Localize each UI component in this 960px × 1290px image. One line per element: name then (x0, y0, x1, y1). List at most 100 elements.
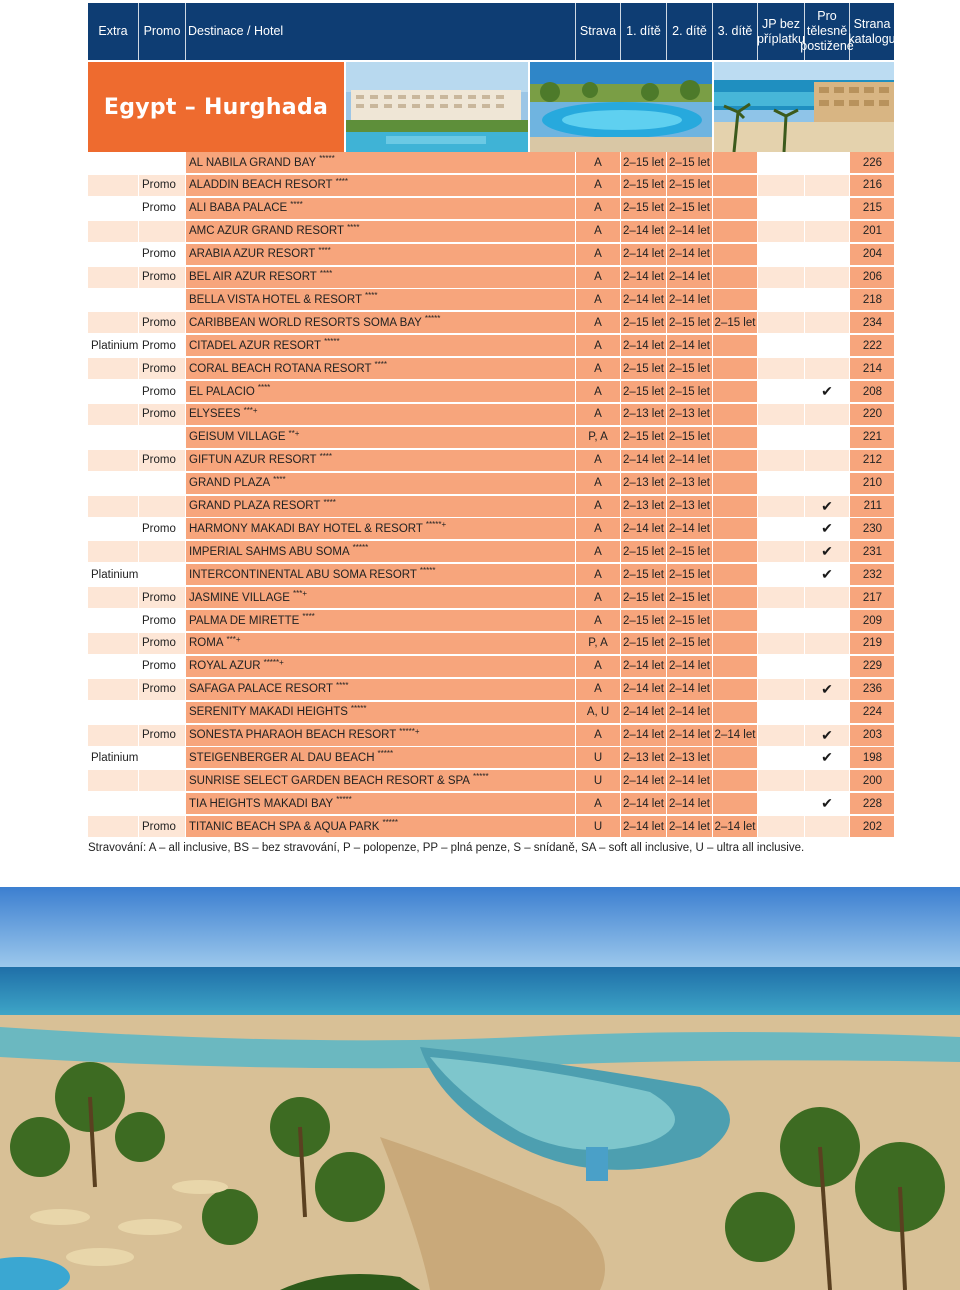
cell-meal: A (576, 724, 620, 746)
cell-jp (758, 403, 804, 425)
cell-extra (88, 197, 138, 219)
cell-extra (88, 243, 138, 265)
cell-meal: U (576, 770, 620, 792)
cell-pro: ✔ (805, 678, 849, 700)
hotel-stars: **** (335, 176, 349, 186)
cell-extra (88, 678, 138, 700)
cell-promo (139, 495, 185, 517)
cell-meal: A (576, 655, 620, 677)
cell-child2: 2–13 let (667, 403, 712, 425)
cell-child2: 2–14 let (667, 518, 712, 540)
hotel-stars: **+ (288, 428, 300, 438)
table-row: GEISUM VILLAGE **+ P, A 2–15 let 2–15 let 221 (88, 426, 894, 448)
cell-child3 (713, 701, 757, 723)
cell-child1: 2–13 let (621, 472, 666, 494)
cell-hotel-name: SONESTA PHARAOH BEACH RESORT *****+ (186, 724, 575, 746)
cell-promo: Promo (139, 312, 185, 334)
cell-extra: Platinium (88, 335, 138, 357)
hotel-stars: *****+ (263, 657, 284, 667)
cell-promo (139, 152, 185, 173)
hotel-name: EL PALACIO (189, 385, 255, 398)
cell-promo: Promo (139, 243, 185, 265)
cell-page: 201 (850, 220, 894, 242)
cell-page: 215 (850, 197, 894, 219)
cell-child1: 2–13 let (621, 747, 666, 769)
cell-jp (758, 724, 804, 746)
hotel-stars: ***** (336, 795, 352, 805)
cell-child2: 2–14 let (667, 655, 712, 677)
cell-child1: 2–15 let (621, 541, 666, 563)
hotel-stars: ***** (419, 566, 436, 576)
cell-hotel-name: ROYAL AZUR *****+ (186, 655, 575, 677)
cell-jp (758, 220, 804, 242)
header-child3: 3. dítě (717, 24, 753, 38)
cell-extra (88, 312, 138, 334)
header-child2: 2. dítě (672, 24, 707, 38)
cell-page: 206 (850, 266, 894, 288)
cell-child3 (713, 220, 757, 242)
cell-extra (88, 381, 138, 402)
cell-promo: Promo (139, 381, 185, 402)
cell-child2: 2–15 let (667, 541, 712, 563)
cell-promo (139, 472, 185, 494)
cell-child2: 2–15 let (667, 610, 712, 631)
table-row: BELLA VISTA HOTEL & RESORT **** A 2–14 let 2… (88, 289, 894, 311)
cell-hotel-name: ELYSEES ***+ (186, 403, 575, 425)
cell-page: 234 (850, 312, 894, 334)
cell-meal: A (576, 381, 620, 402)
hotel-name: GIFTUN AZUR RESORT (189, 454, 317, 467)
cell-page: 232 (850, 564, 894, 586)
cell-child1: 2–13 let (621, 403, 666, 425)
header-jp-line2: příplatku (757, 31, 805, 46)
cell-child3 (713, 335, 757, 357)
cell-extra (88, 541, 138, 563)
hotel-stars: ***** (324, 337, 340, 347)
hotel-name: SONESTA PHARAOH BEACH RESORT (189, 729, 397, 741)
cell-jp (758, 312, 804, 334)
hotel-photo-2 (530, 62, 712, 152)
cell-extra (88, 472, 138, 494)
hotel-name: BEL AIR AZUR RESORT (189, 271, 317, 283)
cell-promo (139, 793, 185, 815)
header-divider (185, 3, 186, 60)
hotel-name: PALMA DE MIRETTE (189, 614, 300, 627)
cell-page: 216 (850, 174, 894, 196)
cell-promo: Promo (139, 632, 185, 654)
header-pro-line1: Pro (817, 9, 837, 23)
hotel-name: CARIBBEAN WORLD RESORTS SOMA BAY (189, 316, 422, 329)
header-page-line2: katalogu (848, 31, 896, 46)
cell-child2: 2–14 let (667, 678, 712, 700)
header-pro-line2: tělesně (806, 24, 848, 38)
cell-child1: 2–14 let (621, 701, 666, 723)
cell-hotel-name: ROMA ***+ (186, 632, 575, 654)
destination-banner: Egypt – Hurghada (88, 62, 894, 152)
cell-jp (758, 335, 804, 357)
hotel-stars: *****+ (399, 726, 420, 736)
cell-page: 204 (850, 243, 894, 265)
cell-pro (805, 449, 849, 471)
cell-child3 (713, 381, 757, 402)
table-row: Promo ROMA ***+ P, A 2–15 let 2–15 let 219 (88, 632, 894, 654)
cell-jp (758, 495, 804, 517)
header-divider (138, 3, 139, 60)
table-row: Promo PALMA DE MIRETTE **** A 2–15 let 2–15 l… (88, 610, 894, 631)
cell-page: 203 (850, 724, 894, 746)
cell-child1: 2–14 let (621, 266, 666, 288)
cell-jp (758, 289, 804, 311)
cell-hotel-name: AL NABILA GRAND BAY ***** (186, 152, 575, 173)
cell-hotel-name: BELLA VISTA HOTEL & RESORT **** (186, 289, 575, 311)
cell-child2: 2–13 let (667, 472, 712, 494)
header-jp: JP bez příplatku (757, 3, 805, 60)
cell-hotel-name: JASMINE VILLAGE ***+ (186, 587, 575, 609)
cell-page: 231 (850, 541, 894, 563)
cell-child2: 2–14 let (667, 816, 712, 838)
cell-hotel-name: INTERCONTINENTAL ABU SOMA RESORT ***** (186, 564, 575, 586)
hotel-stars: **** (336, 680, 349, 690)
cell-child1: 2–14 let (621, 655, 666, 677)
header-page: Strana katalogu (848, 3, 896, 60)
cell-pro (805, 312, 849, 334)
table-row: Promo CARIBBEAN WORLD RESORTS SOMA BAY ***… (88, 312, 894, 334)
cell-jp (758, 610, 804, 631)
cell-hotel-name: STEIGENBERGER AL DAU BEACH ***** (186, 747, 575, 769)
cell-promo: Promo (139, 335, 185, 357)
